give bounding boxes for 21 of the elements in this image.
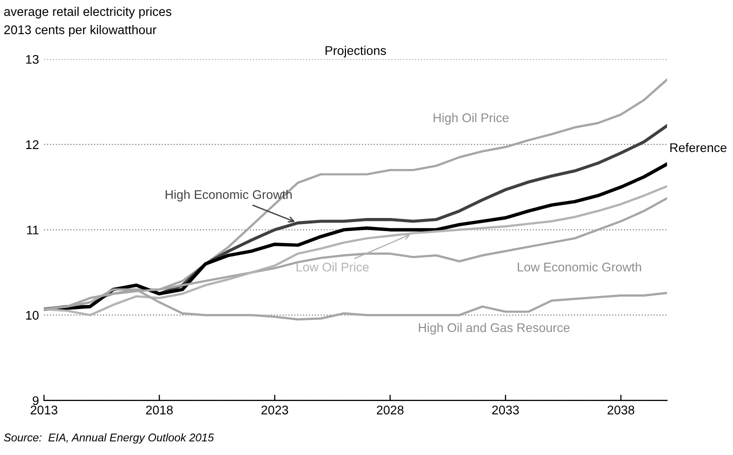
y-tick-label: 12 bbox=[26, 140, 38, 149]
y-tick-label: 10 bbox=[26, 310, 39, 320]
text: Projections bbox=[326, 46, 386, 58]
x-tick-label: 2033 bbox=[492, 406, 519, 414]
series-label: High Oil Price bbox=[434, 113, 509, 125]
series-label: High Economic Growth bbox=[166, 190, 292, 202]
series-label: Low Oil Price bbox=[296, 262, 369, 272]
x-tick-label: 2013 bbox=[30, 406, 58, 414]
chart-title: average retail electricity prices bbox=[4, 6, 172, 18]
x-tick-label: 2018 bbox=[146, 406, 173, 414]
series-label: Reference bbox=[670, 142, 726, 152]
series-label: High Oil and Gas Resource bbox=[418, 322, 570, 335]
chart-subtitle: 2013 cents per kilowatthour bbox=[4, 25, 156, 37]
series-label: Low Economic Growth bbox=[518, 262, 642, 272]
y-tick-label: 13 bbox=[26, 54, 39, 64]
x-tick-label: 2038 bbox=[608, 406, 634, 414]
y-tick-label: 9 bbox=[32, 396, 39, 406]
y-tick-label: 11 bbox=[27, 226, 39, 234]
x-tick-label: 2023 bbox=[261, 406, 288, 414]
x-tick-label: 2028 bbox=[376, 406, 404, 414]
source-note: Source: EIA, Annual Energy Outlook 2015 bbox=[4, 433, 214, 444]
